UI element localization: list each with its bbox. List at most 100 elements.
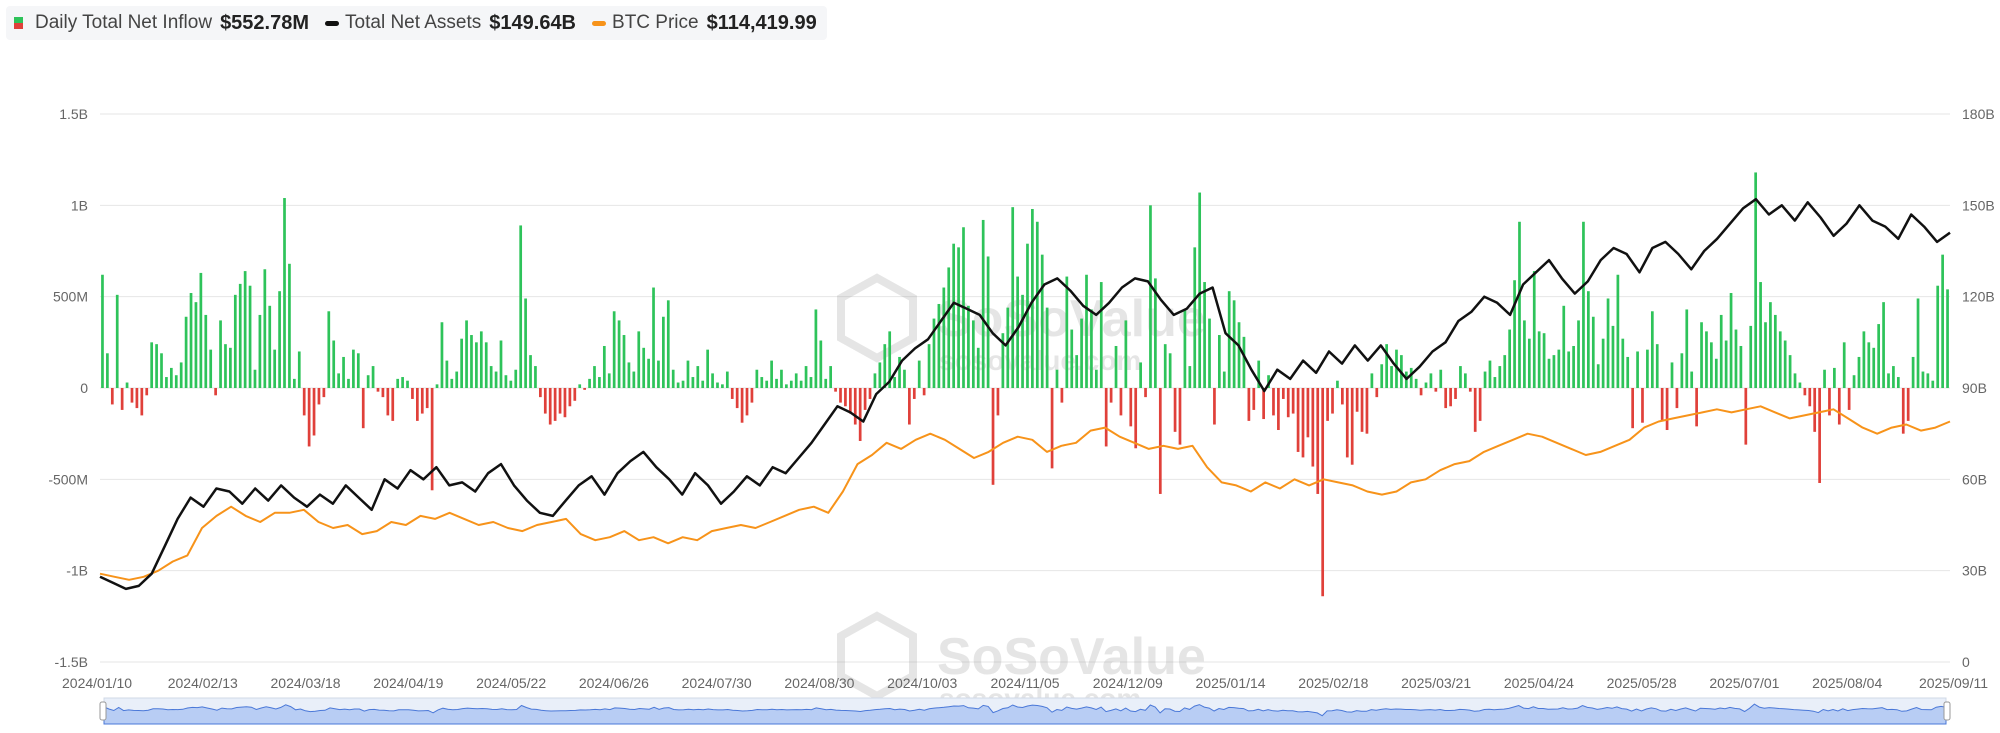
inflow-bar	[573, 388, 577, 401]
inflow-bar	[1345, 388, 1349, 458]
right-axis-tick-label: 120B	[1962, 289, 1995, 305]
inflow-bar	[209, 349, 213, 388]
inflow-bar	[632, 371, 636, 388]
inflow-bar	[494, 371, 498, 388]
inflow-bar	[1587, 291, 1590, 388]
inflow-bar	[1483, 371, 1487, 388]
inflow-bar	[135, 388, 139, 409]
inflow-bar	[711, 373, 714, 388]
inflow-bar	[342, 356, 345, 388]
inflow-bar	[1882, 302, 1885, 388]
inflow-bar	[844, 388, 847, 407]
inflow-bar	[937, 303, 941, 388]
inflow-bar	[1582, 221, 1585, 388]
inflow-bar	[814, 309, 818, 388]
inflow-bar	[1646, 349, 1649, 388]
inflow-bar	[1232, 300, 1236, 388]
inflow-bar	[1572, 345, 1575, 388]
inflow-bar	[489, 366, 493, 388]
inflow-bar	[1847, 388, 1851, 410]
inflow-bar	[1286, 388, 1290, 418]
inflow-bar	[1203, 282, 1206, 388]
inflow-bar	[1385, 344, 1388, 388]
inflow-bar	[1350, 388, 1354, 465]
inflow-bar	[391, 388, 395, 421]
inflow-bar	[981, 219, 985, 388]
inflow-bar	[1641, 388, 1644, 423]
x-axis-tick-label: 2024/07/30	[682, 675, 752, 691]
inflow-bar	[848, 388, 852, 414]
inflow-bar	[868, 388, 872, 399]
inflow-bar	[1808, 388, 1812, 407]
legend-item-btc-price[interactable]: BTC Price $114,419.99	[592, 12, 817, 35]
legend-item-daily-net-inflow[interactable]: Daily Total Net Inflow $552.78M	[14, 12, 309, 35]
inflow-bar	[888, 331, 892, 388]
inflow-bar	[1695, 388, 1698, 427]
right-axis-tick-label: 150B	[1962, 197, 1995, 213]
inflow-bar	[1139, 362, 1142, 388]
legend-item-total-net-assets[interactable]: Total Net Assets $149.64B	[325, 12, 576, 35]
inflow-bar	[750, 388, 754, 403]
inflow-bar	[253, 369, 257, 388]
inflow-bar	[1341, 388, 1344, 405]
inflow-bar	[189, 293, 193, 388]
inflow-bar	[1454, 388, 1457, 399]
inflow-bar	[1719, 314, 1723, 388]
inflow-bar	[809, 377, 813, 388]
inflow-bar	[701, 380, 705, 388]
inflow-bar	[1060, 388, 1064, 403]
inflow-bar	[1591, 316, 1595, 388]
inflow-bar	[986, 256, 990, 388]
inflow-bar	[558, 388, 562, 414]
inflow-bar	[1616, 274, 1620, 388]
inflow-bar	[1218, 335, 1221, 388]
inflow-bar	[1262, 388, 1265, 420]
inflow-bar	[1360, 388, 1364, 432]
inflow-bar	[1670, 362, 1674, 388]
inflow-bar	[1247, 388, 1251, 421]
inflow-bar	[676, 382, 680, 388]
inflow-bar	[1478, 388, 1482, 421]
inflow-bar	[1444, 388, 1448, 409]
inflow-bar	[283, 198, 286, 388]
inflow-bar	[1208, 318, 1211, 388]
inflow-bar	[1134, 388, 1138, 449]
inflow-bar	[543, 388, 547, 414]
inflow-bar	[1468, 388, 1472, 392]
inflow-bar	[671, 369, 675, 388]
inflow-bar	[145, 388, 149, 396]
inflow-bar	[1257, 360, 1261, 388]
inflow-bar	[1714, 358, 1718, 388]
inflow-bar	[1380, 364, 1384, 388]
inflow-bar	[647, 358, 650, 388]
inflow-bar	[1149, 205, 1152, 388]
x-axis-tick-label: 2025/02/18	[1298, 675, 1368, 691]
inflow-bar	[957, 247, 960, 388]
x-axis-tick-label: 2025/08/04	[1812, 675, 1882, 691]
inflow-bar	[416, 388, 419, 421]
left-axis-tick-label: 500M	[53, 289, 88, 305]
inflow-bar	[696, 366, 700, 388]
inflow-bar	[627, 362, 631, 388]
right-axis-ticks: 0 30B 60B 90B 120B 150B 180B	[1962, 106, 1995, 670]
navigator-right-handle[interactable]	[1943, 701, 1951, 721]
left-axis-tick-label: 1.5B	[59, 106, 88, 122]
inflow-bar	[1754, 172, 1758, 388]
inflow-bar	[834, 388, 837, 392]
line-swatch-icon	[325, 20, 340, 26]
inflow-bar	[1365, 388, 1369, 434]
inflow-bar	[1655, 344, 1659, 388]
inflow-bar	[455, 371, 459, 388]
inflow-bar	[1336, 380, 1339, 388]
inflow-bar	[214, 388, 217, 396]
range-navigator[interactable]	[99, 697, 1951, 725]
inflow-bar	[622, 335, 626, 388]
inflow-bar	[947, 267, 951, 388]
inflow-bar	[1316, 388, 1320, 494]
navigator-left-handle[interactable]	[99, 701, 107, 721]
inflow-bar	[1577, 320, 1580, 388]
inflow-bar	[1193, 247, 1197, 388]
inflow-bar	[917, 360, 921, 388]
inflow-bar	[219, 320, 222, 388]
inflow-bar	[288, 263, 291, 388]
